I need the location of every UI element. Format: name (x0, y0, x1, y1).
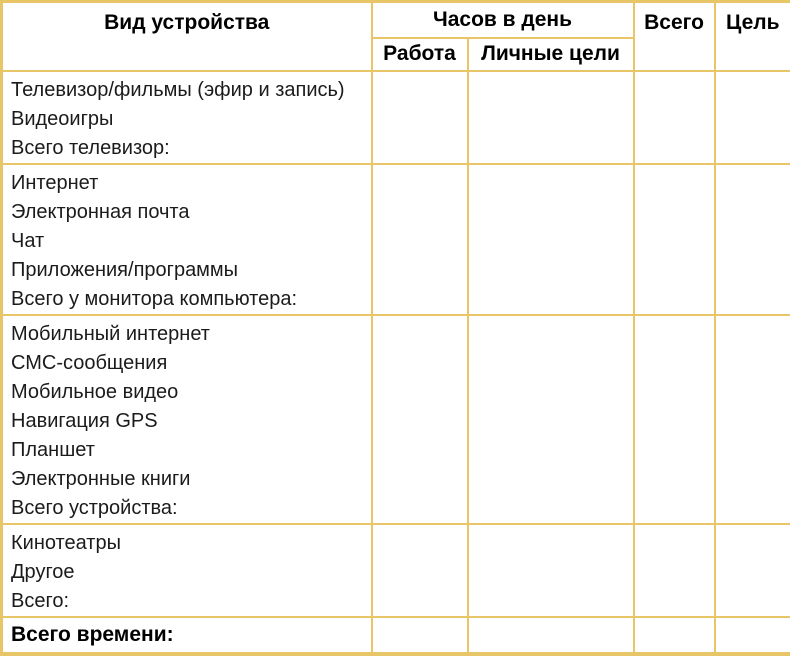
table-row-computer: Интернет Электронная почта Чат Приложени… (2, 164, 790, 315)
device-line: Всего устройства: (11, 494, 363, 523)
device-line: Приложения/программы (11, 256, 363, 285)
cell-total-computer (634, 164, 715, 315)
device-line: Чат (11, 227, 363, 256)
cell-total-grand-total (634, 617, 715, 654)
device-line: Электронные книги (11, 465, 363, 494)
header-row-1: Вид устройства Часов в день Всего Цель (2, 2, 790, 38)
header-total: Всего (634, 2, 715, 71)
cell-work-mobile (372, 315, 468, 524)
cell-work-computer (372, 164, 468, 315)
cell-work-grand-total (372, 617, 468, 654)
header-personal-goals: Личные цели (468, 38, 634, 71)
device-line: Интернет (11, 169, 363, 198)
device-list-other: Кинотеатры Другое Всего: (2, 524, 372, 617)
table-row-tv: Телевизор/фильмы (эфир и запись) Видеоиг… (2, 71, 790, 164)
cell-total-mobile (634, 315, 715, 524)
cell-goal-tv (715, 71, 790, 164)
device-line: Всего: (11, 587, 363, 616)
device-line: Видеоигры (11, 105, 363, 134)
cell-personal-tv (468, 71, 634, 164)
device-line: Кинотеатры (11, 529, 363, 558)
device-list-computer: Интернет Электронная почта Чат Приложени… (2, 164, 372, 315)
cell-goal-computer (715, 164, 790, 315)
device-line: Другое (11, 558, 363, 587)
cell-goal-other (715, 524, 790, 617)
device-line: Всего у монитора компьютера: (11, 285, 363, 314)
cell-goal-grand-total (715, 617, 790, 654)
header-goal: Цель (715, 2, 790, 71)
cell-personal-mobile (468, 315, 634, 524)
device-line: СМС-сообщения (11, 349, 363, 378)
grand-total-label: Всего времени: (2, 617, 372, 654)
device-line: Мобильный интернет (11, 320, 363, 349)
table-row-grand-total: Всего времени: (2, 617, 790, 654)
header-device-type: Вид устройства (2, 2, 372, 71)
device-line: Мобильное видео (11, 378, 363, 407)
device-line: Планшет (11, 436, 363, 465)
header-work: Работа (372, 38, 468, 71)
cell-work-other (372, 524, 468, 617)
device-line: Всего телевизор: (11, 134, 363, 163)
table-row-other: Кинотеатры Другое Всего: (2, 524, 790, 617)
cell-total-tv (634, 71, 715, 164)
header-hours-per-day: Часов в день (372, 2, 634, 38)
cell-personal-computer (468, 164, 634, 315)
cell-total-other (634, 524, 715, 617)
device-line: Телевизор/фильмы (эфир и запись) (11, 76, 363, 105)
device-list-mobile: Мобильный интернет СМС-сообщения Мобильн… (2, 315, 372, 524)
cell-personal-other (468, 524, 634, 617)
cell-goal-mobile (715, 315, 790, 524)
device-list-tv: Телевизор/фильмы (эфир и запись) Видеоиг… (2, 71, 372, 164)
cell-personal-grand-total (468, 617, 634, 654)
device-line: Электронная почта (11, 198, 363, 227)
cell-work-tv (372, 71, 468, 164)
table-row-mobile: Мобильный интернет СМС-сообщения Мобильн… (2, 315, 790, 524)
device-line: Навигация GPS (11, 407, 363, 436)
